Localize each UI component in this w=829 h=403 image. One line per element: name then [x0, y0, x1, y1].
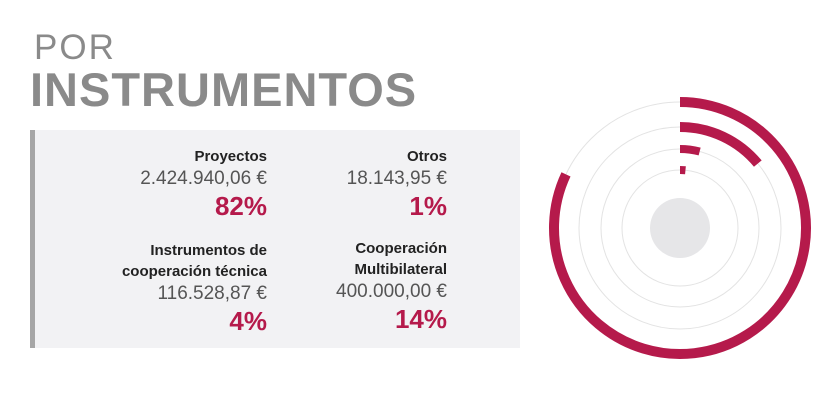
- item-amount: 116.528,87 €: [157, 283, 267, 304]
- item-name: Otros: [406, 148, 447, 165]
- radial-bar-2: [679, 122, 762, 167]
- title-line1: POR: [34, 28, 116, 67]
- title-line2: INSTRUMENTOS: [30, 63, 418, 116]
- item-multibilateral: Cooperación Multibilateral 400.000,00 € …: [336, 238, 447, 335]
- item-amount: 18.143,95 €: [346, 168, 447, 189]
- legend-panel: Proyectos 2.424.940,06 € 82% Otros 18.14…: [30, 130, 520, 348]
- item-percent: 82%: [214, 191, 267, 221]
- item-otros: Otros 18.143,95 € 1%: [347, 146, 447, 222]
- item-percent: 14%: [394, 304, 447, 334]
- item-name: Proyectos: [194, 148, 267, 165]
- item-amount: 2.424.940,06 €: [140, 168, 267, 189]
- item-name-line1: Cooperación: [355, 240, 447, 257]
- item-percent: 4%: [229, 306, 267, 336]
- item-proyectos: Proyectos 2.424.940,06 € 82%: [140, 146, 267, 222]
- item-percent: 1%: [409, 191, 447, 221]
- item-amount: 400.000,00 €: [336, 281, 447, 302]
- item-name-line1: Instrumentos de: [150, 242, 267, 259]
- radial-bar-chart: [549, 97, 811, 359]
- chart-center: [650, 198, 710, 258]
- radial-bar-1: [549, 97, 811, 359]
- item-name-line2: cooperación técnica: [121, 263, 267, 280]
- radial-bar-3: [679, 145, 701, 156]
- item-name-line2: Multibilateral: [354, 261, 447, 278]
- item-instrumentos: Instrumentos de cooperación técnica 116.…: [122, 240, 267, 337]
